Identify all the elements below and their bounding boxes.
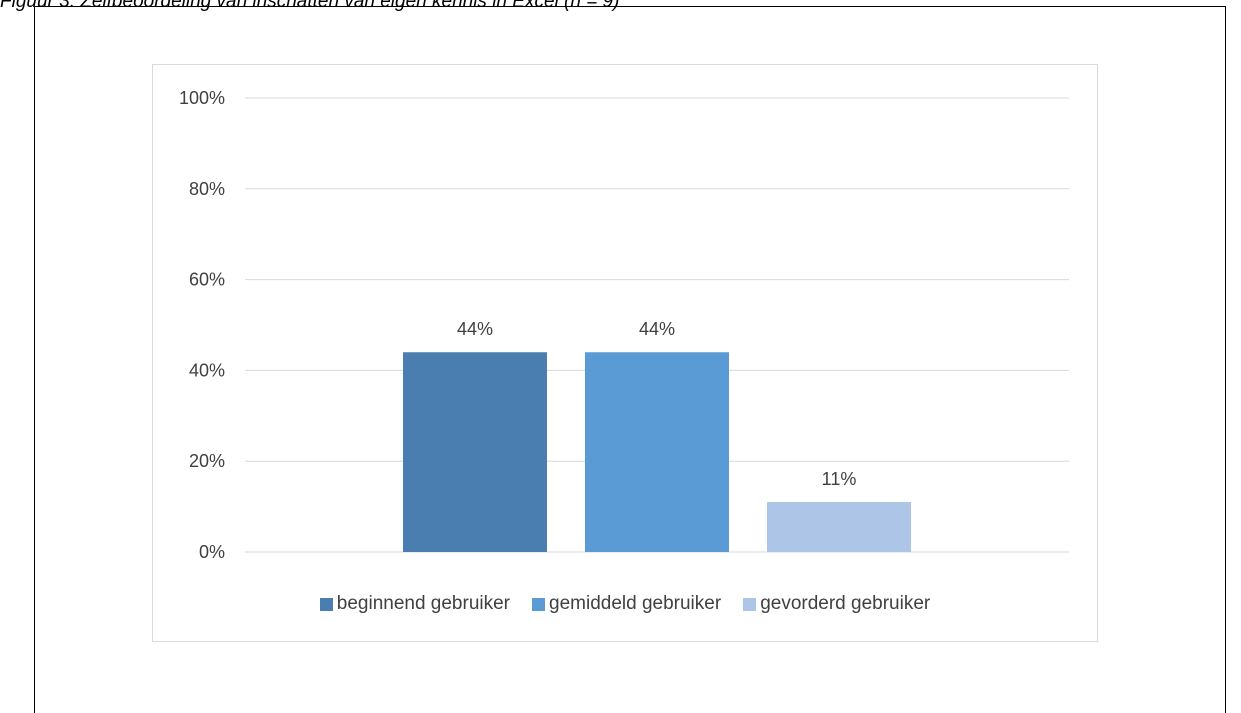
figure-frame [34,6,1226,713]
legend-swatch [532,597,546,611]
bar-chart: 0% 20% 40% 60% 80% 100% 44% 44% 11% [179,88,1069,562]
legend-swatch [743,597,757,611]
data-label: 44% [639,319,675,339]
chart-area: 0% 20% 40% 60% 80% 100% 44% 44% 11% beginnend ge… [152,64,1098,642]
y-tick-label: 80% [189,179,225,199]
data-label: 44% [457,319,493,339]
y-tick-label: 20% [189,451,225,471]
legend-label: gevorderd gebruiker [760,593,931,614]
data-label: 11% [822,469,857,489]
legend-item: gemiddeld gebruiker [532,593,721,615]
legend-label: beginnend gebruiker [336,593,511,614]
legend-item: gevorderd gebruiker [743,593,930,615]
bar-gevorderd-gebruiker [767,502,911,552]
legend-item: beginnend gebruiker [319,593,511,615]
y-tick-label: 100% [179,88,225,108]
chart-legend: beginnend gebruiker gemiddeld gebruiker ge… [153,593,1097,615]
y-tick-label: 60% [189,270,225,290]
legend-swatch [319,597,333,611]
bar-beginnend-gebruiker [403,352,547,552]
legend-label: gemiddeld gebruiker [549,593,722,614]
bar-gemiddeld-gebruiker [585,352,729,552]
y-tick-label: 0% [199,542,225,562]
y-tick-label: 40% [189,360,225,380]
